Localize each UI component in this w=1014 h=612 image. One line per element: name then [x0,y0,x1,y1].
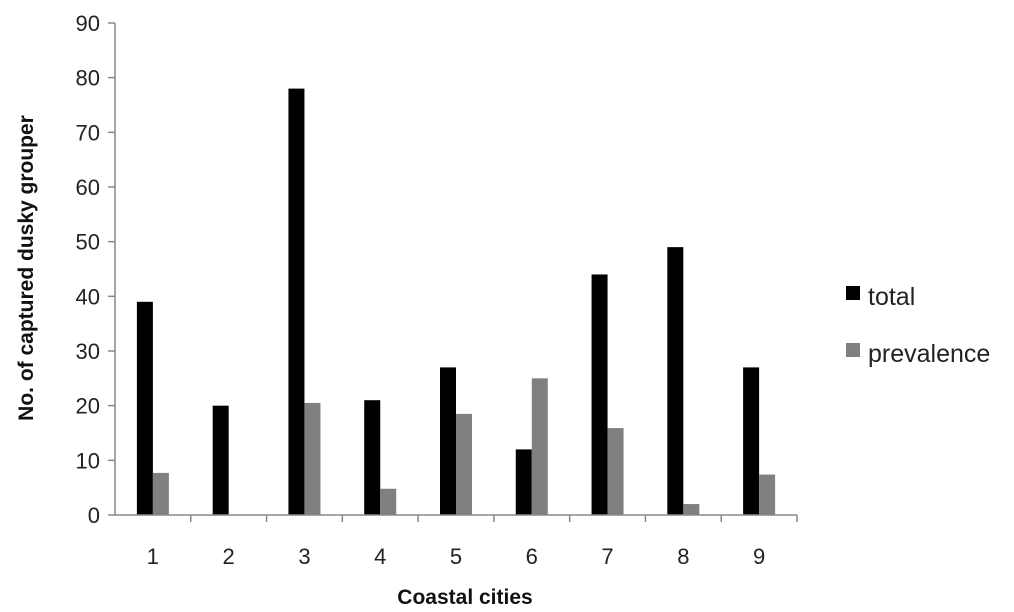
x-tick-label: 2 [223,544,235,569]
bar-total-5 [440,367,456,515]
bar-prevalence-5 [456,413,472,515]
bar-total-1 [136,301,153,515]
bar-prevalence-3 [304,402,321,515]
y-tick-label: 10 [76,448,100,473]
x-tick-label: 9 [753,544,765,569]
bar-prevalence-6 [531,378,548,515]
legend: total prevalence [846,283,990,368]
bar-prevalence-4 [380,488,397,515]
bar-prevalence-9 [759,474,776,515]
legend-swatch-total [846,286,860,300]
y-tick-label: 90 [76,11,100,36]
y-axis-title: No. of captured dusky grouper [15,115,38,421]
x-tick-label: 5 [450,544,462,569]
y-axis-ticks: 0 10 20 30 40 50 60 70 80 90 [76,11,115,528]
y-tick-label: 0 [88,503,100,528]
x-tick-label: 6 [526,544,538,569]
bar-prevalence-8 [683,504,700,515]
y-tick-label: 30 [76,339,100,364]
x-axis-title: Coastal cities [397,586,532,609]
legend-label-prevalence: prevalence [868,340,990,368]
bar-total-2 [212,405,229,515]
y-tick-label: 80 [76,66,100,91]
bar-total-8 [667,247,684,515]
y-tick-label: 50 [76,230,100,255]
bar-prevalence-1 [152,472,169,515]
x-tick-label: 4 [374,544,386,569]
x-tick-label: 7 [601,544,613,569]
bar-prevalence-7 [607,428,624,515]
bar-total-9 [743,367,760,515]
y-tick-label: 70 [76,120,100,145]
x-tick-label: 3 [298,544,310,569]
legend-swatch-prevalence [846,343,860,357]
y-tick-label: 60 [76,175,100,200]
x-axis-ticks: 1 2 3 4 5 6 7 8 9 [147,515,798,569]
bar-total-4 [364,400,381,515]
bar-total-3 [288,88,305,515]
x-tick-label: 1 [147,544,159,569]
bars [136,88,776,515]
x-tick-label: 8 [677,544,689,569]
legend-label-total: total [868,283,915,311]
bar-total-6 [515,449,532,515]
y-tick-label: 40 [76,284,100,309]
bar-total-7 [591,274,608,515]
y-tick-label: 20 [76,394,100,419]
